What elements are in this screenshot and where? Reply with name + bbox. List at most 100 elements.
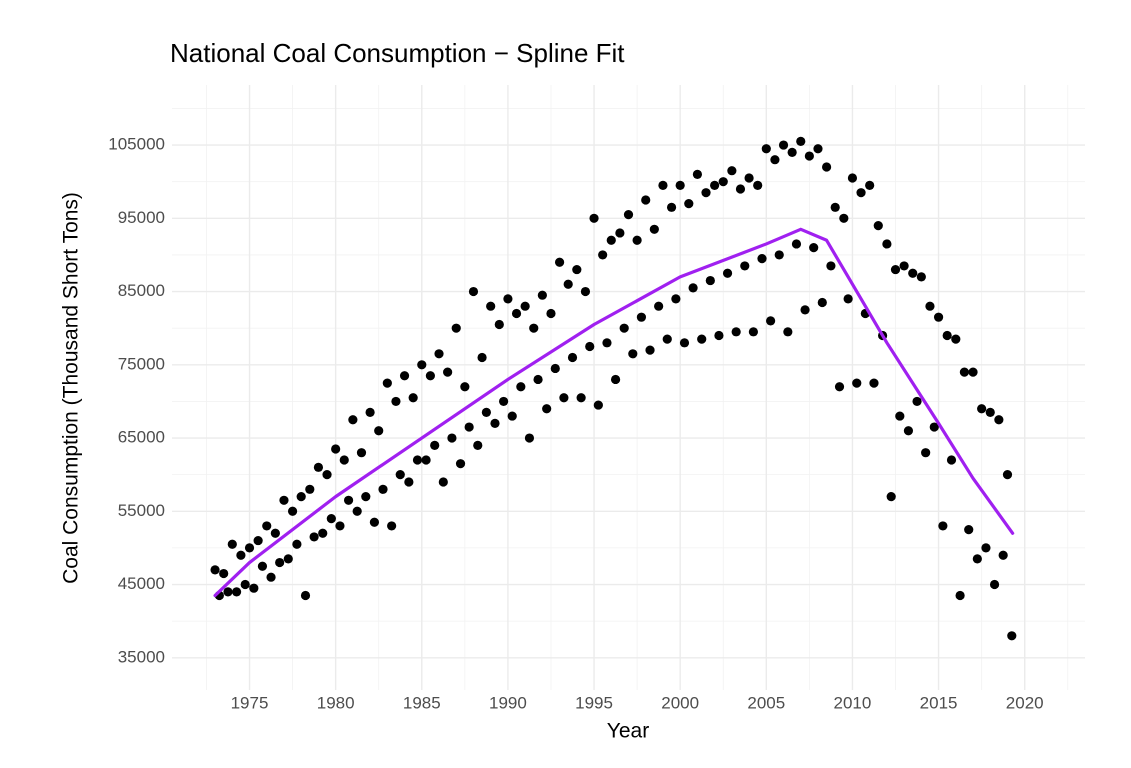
point [972,554,982,564]
point [727,166,737,176]
point [236,550,246,560]
point [886,492,896,502]
x-tick-label: 2000 [661,693,699,712]
point [731,327,741,337]
chart-title: National Coal Consumption − Spline Fit [170,38,625,68]
point [598,250,608,260]
point [791,239,802,249]
y-tick-label: 95000 [118,208,165,227]
point [464,422,474,432]
point [460,382,470,392]
point [955,590,965,601]
point [257,561,268,571]
point [361,492,371,502]
point [847,173,858,183]
point [391,396,401,407]
point [869,378,879,388]
point [804,151,814,161]
point [882,239,892,249]
point [753,180,763,190]
point [628,349,638,359]
point [800,305,810,315]
point [929,422,939,432]
point [486,301,496,311]
point [572,264,582,275]
point [834,382,845,392]
y-tick-label: 85000 [118,281,165,300]
point [606,235,616,245]
point [916,272,926,282]
point [438,477,448,487]
point [576,393,586,403]
point [654,301,664,311]
point [309,532,319,542]
point [946,455,957,465]
point [701,188,711,198]
point [761,144,771,154]
point [714,330,724,341]
point [455,459,466,469]
point [671,294,681,304]
point [511,308,522,319]
point [735,184,746,194]
point [615,228,625,238]
point [240,579,250,590]
point [632,235,642,245]
point [300,590,311,601]
point [533,374,543,385]
point [365,407,375,418]
point [662,334,672,344]
point [697,334,707,344]
x-tick-label: 1990 [489,693,527,712]
point [796,136,806,146]
y-tick-label: 35000 [118,647,165,666]
point [507,411,517,421]
x-tick-label: 1980 [317,693,355,712]
x-tick-label: 2005 [747,693,785,712]
y-tick-label: 55000 [118,501,165,520]
point [283,554,293,564]
point [981,543,991,553]
point [1002,470,1013,480]
y-axis-title: Coal Consumption (Thousand Short Tons) [60,192,83,584]
point [899,261,909,271]
x-tick-label: 2020 [1006,693,1044,712]
point [744,173,754,183]
point [740,261,750,271]
point [809,243,819,253]
point [244,543,255,553]
point [839,213,849,223]
point [684,199,694,209]
point [830,202,840,212]
point [964,524,974,535]
point [679,338,690,348]
point [231,587,242,597]
point [903,426,914,436]
point [1007,631,1017,641]
point [774,250,784,260]
point [352,506,362,516]
point [688,283,698,293]
point [516,382,526,392]
point [443,367,453,377]
point [912,396,922,407]
point [994,415,1004,425]
point [968,367,978,377]
point [382,378,392,388]
x-tick-label: 2015 [920,693,958,712]
point [339,455,349,465]
point [766,316,776,326]
point [843,294,853,304]
x-axis-title: Year [607,720,649,743]
point [404,477,414,487]
point [529,323,539,333]
point [593,400,603,410]
point [623,210,634,220]
point [395,470,405,480]
point [447,433,457,443]
point [266,572,276,582]
point [313,462,324,472]
point [369,517,380,527]
point [537,290,547,300]
y-tick-label: 75000 [118,354,165,373]
